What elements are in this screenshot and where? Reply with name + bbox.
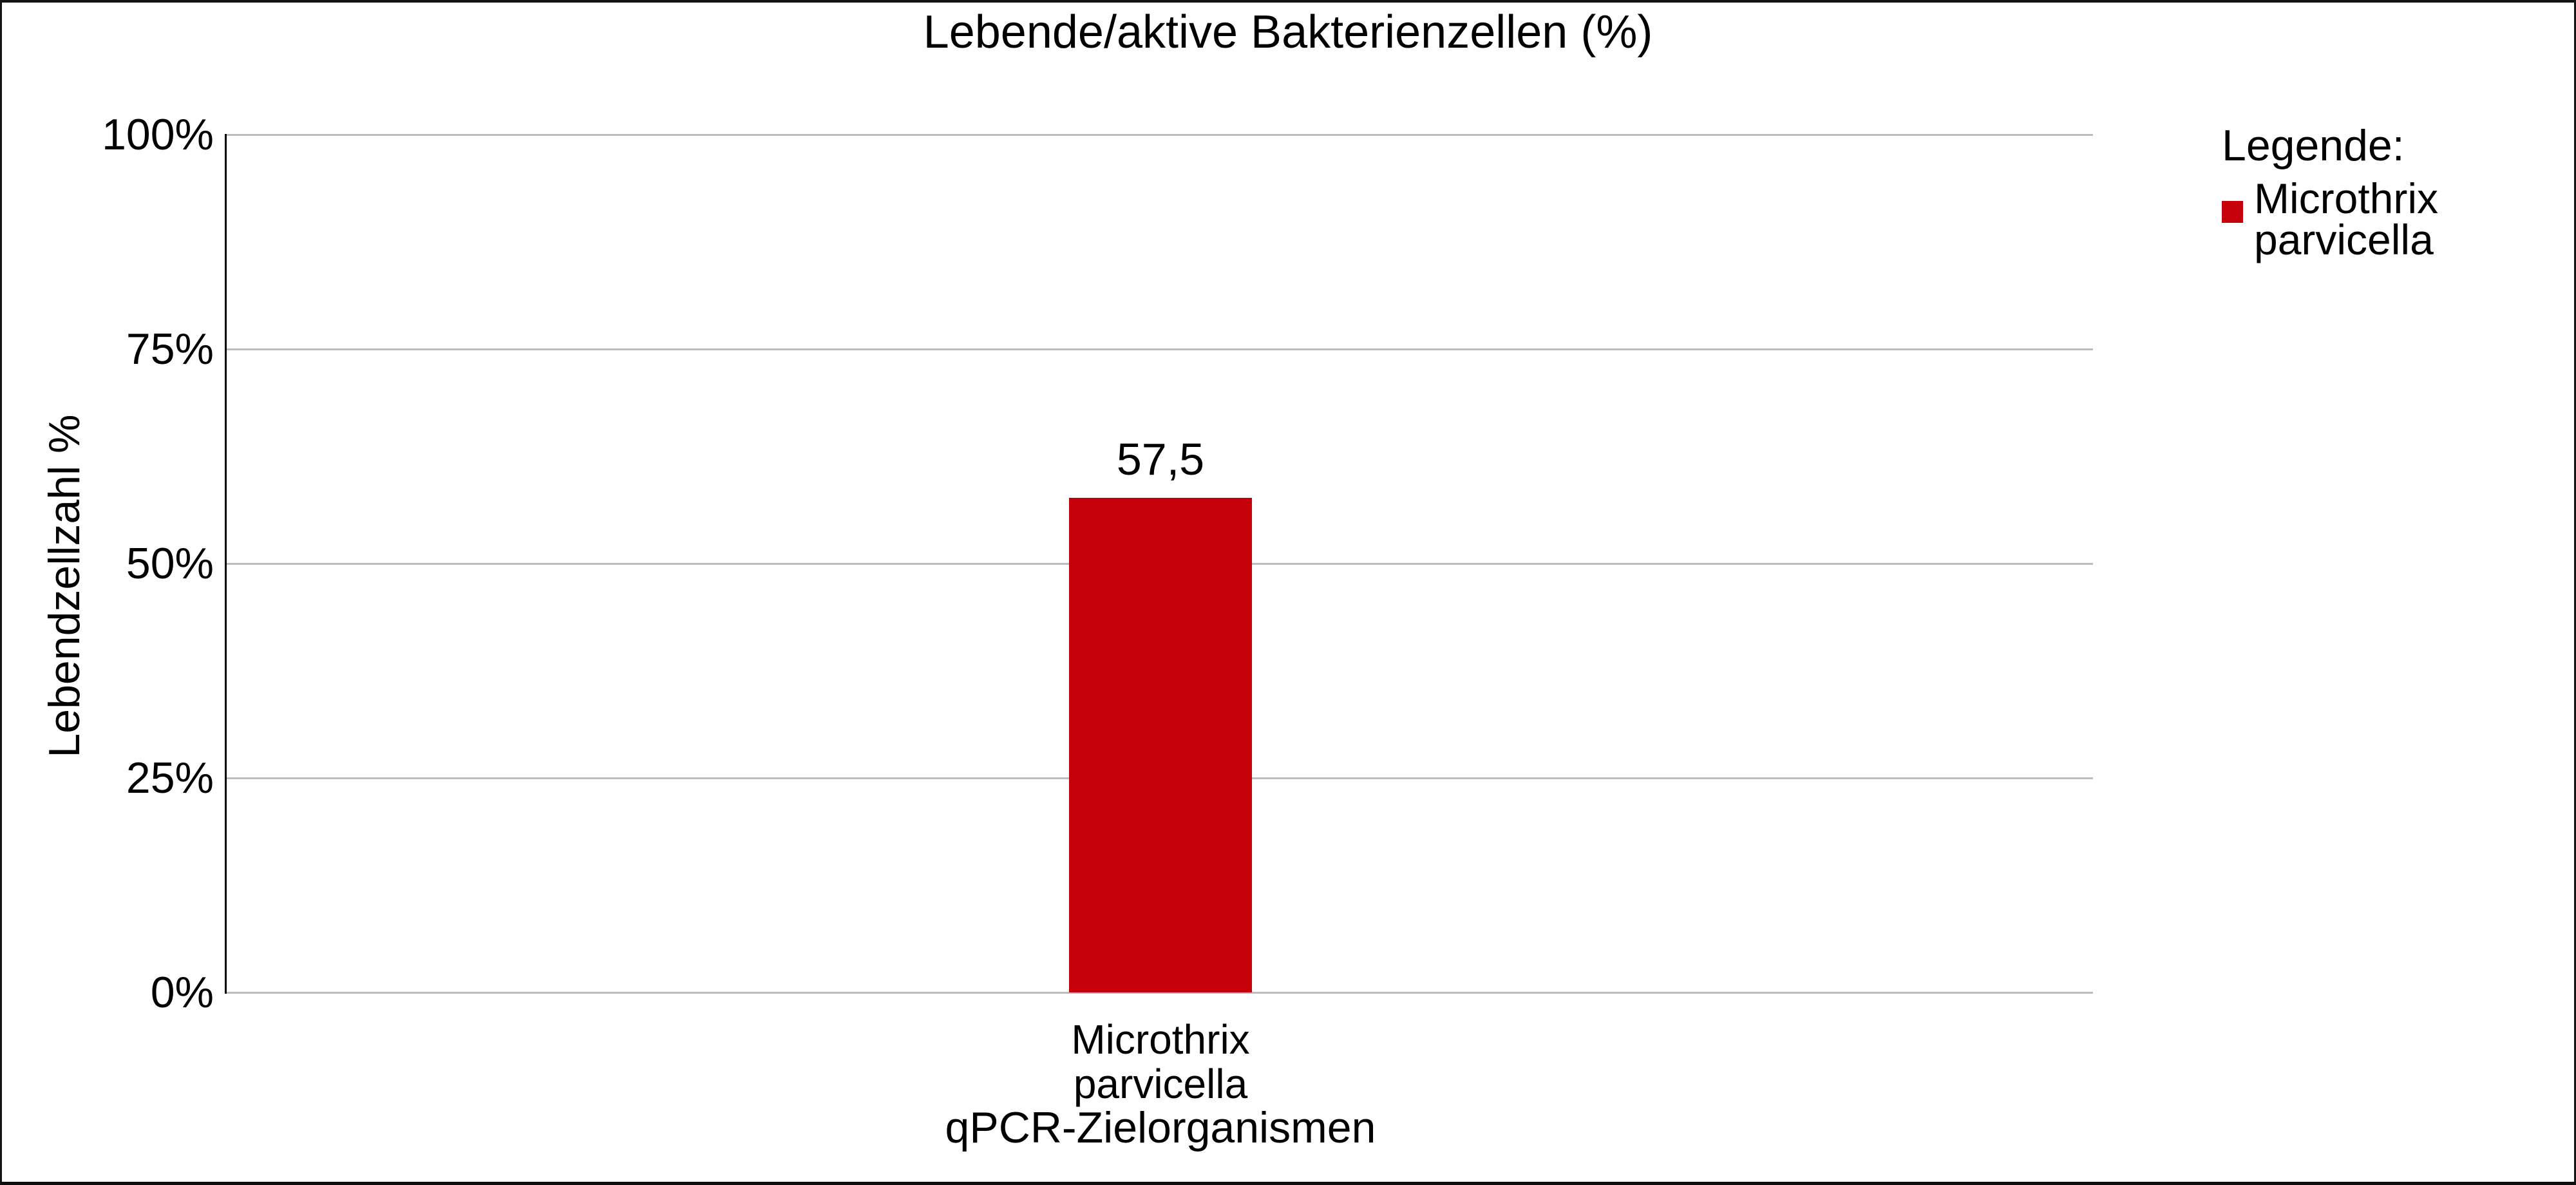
bar-microthrix-parvicella: [1069, 498, 1252, 992]
gridline-0: [225, 992, 2093, 994]
bar-value-label: 57,5: [1116, 434, 1205, 484]
x-category-label: Microthrix parvicella: [967, 1018, 1354, 1106]
x-category-line2: parvicella: [1073, 1061, 1248, 1107]
x-axis-title: qPCR-Zielorganismen: [945, 1103, 1376, 1152]
y-tick-100: 100%: [102, 110, 214, 159]
y-axis-title: Lebendzellzahl %: [40, 414, 89, 758]
legend-swatch-icon: [2222, 201, 2243, 223]
gridline-75: [225, 348, 2093, 350]
y-tick-50: 50%: [126, 539, 214, 588]
legend-label-line2: parvicella: [2254, 216, 2434, 263]
legend-label-line1: Microthrix: [2254, 175, 2439, 222]
chart-title: Lebende/aktive Bakterienzellen (%): [923, 6, 1653, 58]
y-tick-75: 75%: [126, 325, 214, 374]
legend-item-label: Microthrix parvicella: [2254, 175, 2439, 263]
x-category-line1: Microthrix: [1071, 1016, 1250, 1063]
y-axis-line: [225, 134, 227, 994]
gridline-100: [225, 134, 2093, 136]
legend-title: Legende:: [2222, 121, 2405, 170]
y-tick-25: 25%: [126, 754, 214, 802]
y-tick-0: 0%: [150, 968, 214, 1017]
legend-item-microthrix-parvicella: Microthrix parvicella: [2222, 175, 2557, 263]
